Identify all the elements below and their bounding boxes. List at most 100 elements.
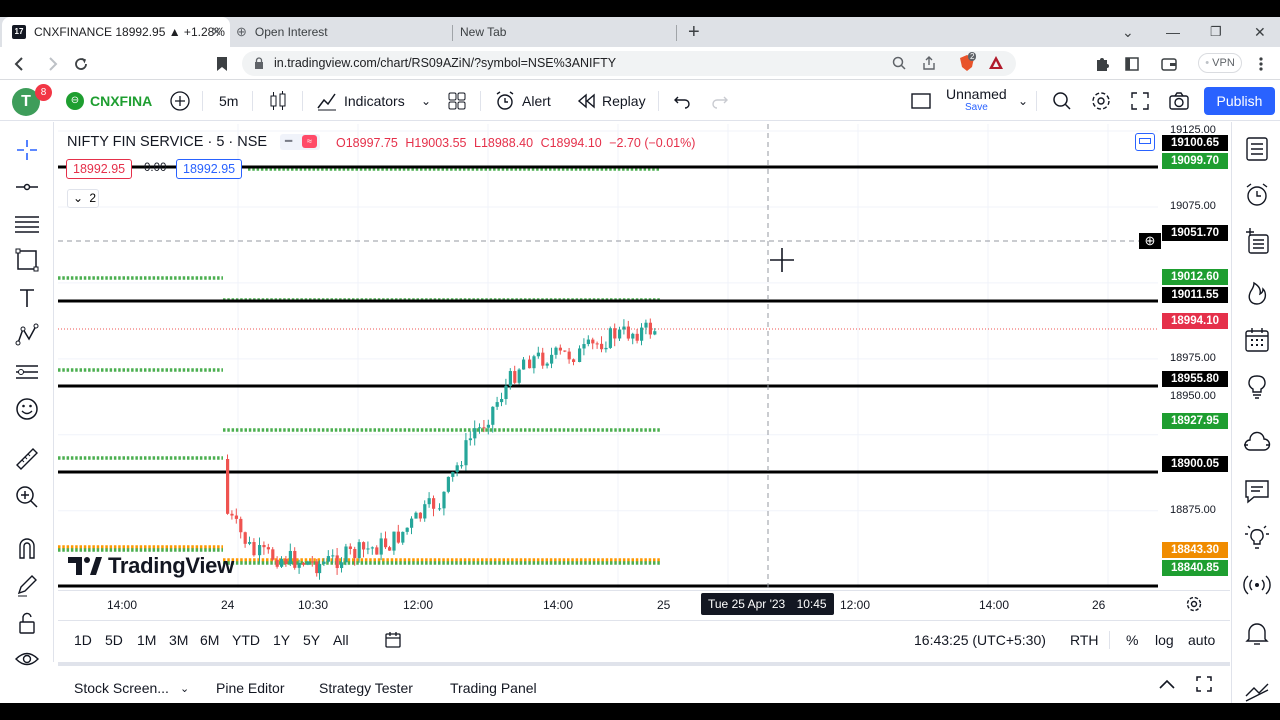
unlock-icon[interactable] — [13, 609, 41, 637]
sidebar-icon[interactable] — [1124, 56, 1140, 72]
redo-icon[interactable] — [710, 81, 730, 121]
indicators-collapse-toggle[interactable]: ⌄ 2 — [67, 189, 99, 208]
symbol-search-button[interactable]: ⊖ CNXFINANCE — [66, 81, 153, 121]
maximize-panel-icon[interactable] — [1195, 675, 1213, 693]
hotlists-flame-icon[interactable] — [1242, 277, 1272, 307]
chart-pane[interactable]: NIFTY FIN SERVICE · 5 · NSE ━ ≈ O18997.7… — [58, 124, 1158, 588]
tab-stock-screener[interactable]: Stock Screen... — [74, 680, 169, 696]
zoom-icon[interactable] — [892, 56, 906, 70]
lock-drawings-pencil-icon[interactable] — [13, 571, 41, 599]
replay-button[interactable]: Replay — [576, 81, 646, 121]
add-alert-plus-icon[interactable]: ⊕ — [1139, 233, 1161, 249]
text-tool-icon[interactable] — [13, 284, 41, 312]
address-bar[interactable]: in.tradingview.com/chart/RS09AZiN/?symbo… — [242, 51, 1016, 76]
restore-window-icon[interactable]: ❐ — [1210, 24, 1222, 39]
interval-button[interactable]: 5m — [219, 93, 239, 109]
wallet-icon[interactable] — [1160, 56, 1178, 72]
notifications-bell-icon[interactable] — [1242, 618, 1272, 648]
chats-message-icon[interactable] — [1242, 476, 1272, 506]
tab-search-chevron-icon[interactable]: ⌄ — [1122, 23, 1134, 40]
log-scale-toggle[interactable]: log — [1155, 632, 1174, 648]
pattern-tool-icon[interactable] — [13, 321, 41, 349]
price-tick-label: 18975.00 — [1170, 352, 1216, 364]
sell-button[interactable]: 18992.95 — [66, 159, 133, 179]
rectangle-shape-icon[interactable] — [13, 246, 41, 274]
vpn-button[interactable]: • VPN — [1198, 53, 1242, 73]
forward-arrow-icon[interactable] — [44, 56, 60, 72]
layout-name-button[interactable]: Unnamed Save — [946, 81, 1007, 121]
trend-line-icon[interactable] — [13, 173, 41, 201]
close-window-icon[interactable]: ✕ — [1254, 23, 1266, 40]
minimize-window-icon[interactable]: — — [1166, 24, 1180, 40]
range-button-1d[interactable]: 1D — [74, 632, 92, 648]
undo-icon[interactable] — [672, 81, 692, 121]
fib-levels-icon[interactable] — [13, 210, 41, 238]
tab-strategy-tester[interactable]: Strategy Tester — [319, 680, 413, 696]
zoom-in-icon[interactable] — [13, 483, 41, 511]
brave-rewards-icon[interactable] — [988, 55, 1004, 71]
indicators-dropdown-chevron-icon[interactable]: ⌄ — [421, 94, 432, 108]
range-button-6m[interactable]: 6M — [200, 632, 220, 648]
object-tree-list-icon[interactable] — [1242, 226, 1272, 256]
expand-panel-chevron-up-icon[interactable] — [1158, 677, 1176, 691]
auto-scale-toggle[interactable]: auto — [1188, 632, 1216, 648]
alerts-clock-icon[interactable] — [1242, 180, 1272, 210]
share-icon[interactable] — [922, 56, 936, 70]
price-axis[interactable]: 19125.00 19075.00 18975.00 18950.00 18875.00… — [1139, 124, 1230, 588]
tab-trading-panel[interactable]: Trading Panel — [450, 680, 537, 696]
extensions-puzzle-icon[interactable] — [1094, 56, 1110, 72]
indicators-button[interactable]: Indicators — [316, 81, 405, 121]
search-icon[interactable] — [1052, 81, 1072, 121]
ideas-lightbulb-icon[interactable] — [1242, 371, 1272, 401]
fullscreen-icon[interactable] — [1130, 81, 1150, 121]
axis-settings-gear-icon[interactable] — [1185, 595, 1203, 613]
range-button-3m[interactable]: 3M — [169, 632, 189, 648]
alert-button[interactable]: Alert — [494, 81, 551, 121]
tab-new-tab[interactable]: New Tab — [458, 17, 676, 47]
compare-add-symbol-icon[interactable] — [169, 81, 191, 121]
back-arrow-icon[interactable] — [12, 56, 28, 72]
new-tab-plus-icon[interactable]: + — [688, 20, 700, 43]
screener-chevron-down-icon[interactable]: ⌄ — [180, 683, 190, 695]
publish-button[interactable]: Publish — [1204, 87, 1275, 115]
range-button-5d[interactable]: 5D — [105, 632, 123, 648]
session-toggle[interactable]: RTH — [1070, 632, 1099, 648]
candle-style-icon[interactable] — [268, 81, 288, 121]
close-tab-icon[interactable]: ✕ — [211, 24, 222, 39]
range-button-5y[interactable]: 5Y — [303, 632, 321, 648]
watchlist-icon[interactable] — [1242, 134, 1272, 164]
tab-pine-editor[interactable]: Pine Editor — [216, 680, 285, 696]
community-cloud-icon[interactable] — [1242, 428, 1272, 458]
layout-checkbox-icon[interactable] — [910, 81, 932, 121]
candlestick-chart[interactable] — [58, 124, 1158, 588]
tab-open-interest[interactable]: ⊕ Open Interest — [234, 17, 452, 47]
layout-dropdown-chevron-icon[interactable]: ⌄ — [1018, 94, 1029, 108]
browser-menu-icon[interactable] — [1258, 56, 1264, 72]
range-button-1m[interactable]: 1M — [137, 632, 157, 648]
streams-broadcast-icon[interactable] — [1242, 570, 1272, 600]
emoji-smiley-icon[interactable] — [13, 395, 41, 423]
magnet-icon[interactable] — [13, 534, 41, 562]
reload-icon[interactable] — [72, 55, 90, 73]
forecast-tool-icon[interactable] — [13, 358, 41, 386]
data-window-icon[interactable] — [1242, 674, 1272, 704]
bookmark-icon[interactable] — [216, 56, 228, 72]
clock-timezone[interactable]: 16:43:25 (UTC+5:30) — [914, 632, 1046, 648]
percent-scale-toggle[interactable]: % — [1126, 632, 1139, 648]
tips-bulb-rays-icon[interactable] — [1242, 522, 1272, 552]
snapshot-camera-icon[interactable] — [1168, 81, 1190, 121]
crosshair-cursor-icon[interactable] — [13, 136, 41, 164]
range-button-1y[interactable]: 1Y — [273, 632, 291, 648]
object-tree-icon[interactable] — [1135, 133, 1155, 151]
buy-button[interactable]: 18992.95 — [176, 159, 243, 179]
range-button-ytd[interactable]: YTD — [232, 632, 260, 648]
eye-visibility-icon[interactable] — [13, 645, 41, 673]
go-to-date-calendar-icon[interactable] — [384, 631, 402, 649]
range-button-all[interactable]: All — [333, 632, 349, 648]
layouts-grid-icon[interactable] — [447, 81, 467, 121]
settings-gear-icon[interactable] — [1090, 81, 1112, 121]
time-axis[interactable]: 14:00 24 10:30 12:00 14:00 25 12:00 14:00 26 Tue… — [58, 590, 1230, 618]
ruler-measure-icon[interactable] — [13, 445, 41, 473]
calendar-icon[interactable] — [1242, 325, 1272, 355]
tab-cnxfinance[interactable]: 17 CNXFINANCE 18992.95 ▲ +1.28% ✕ — [2, 17, 230, 47]
